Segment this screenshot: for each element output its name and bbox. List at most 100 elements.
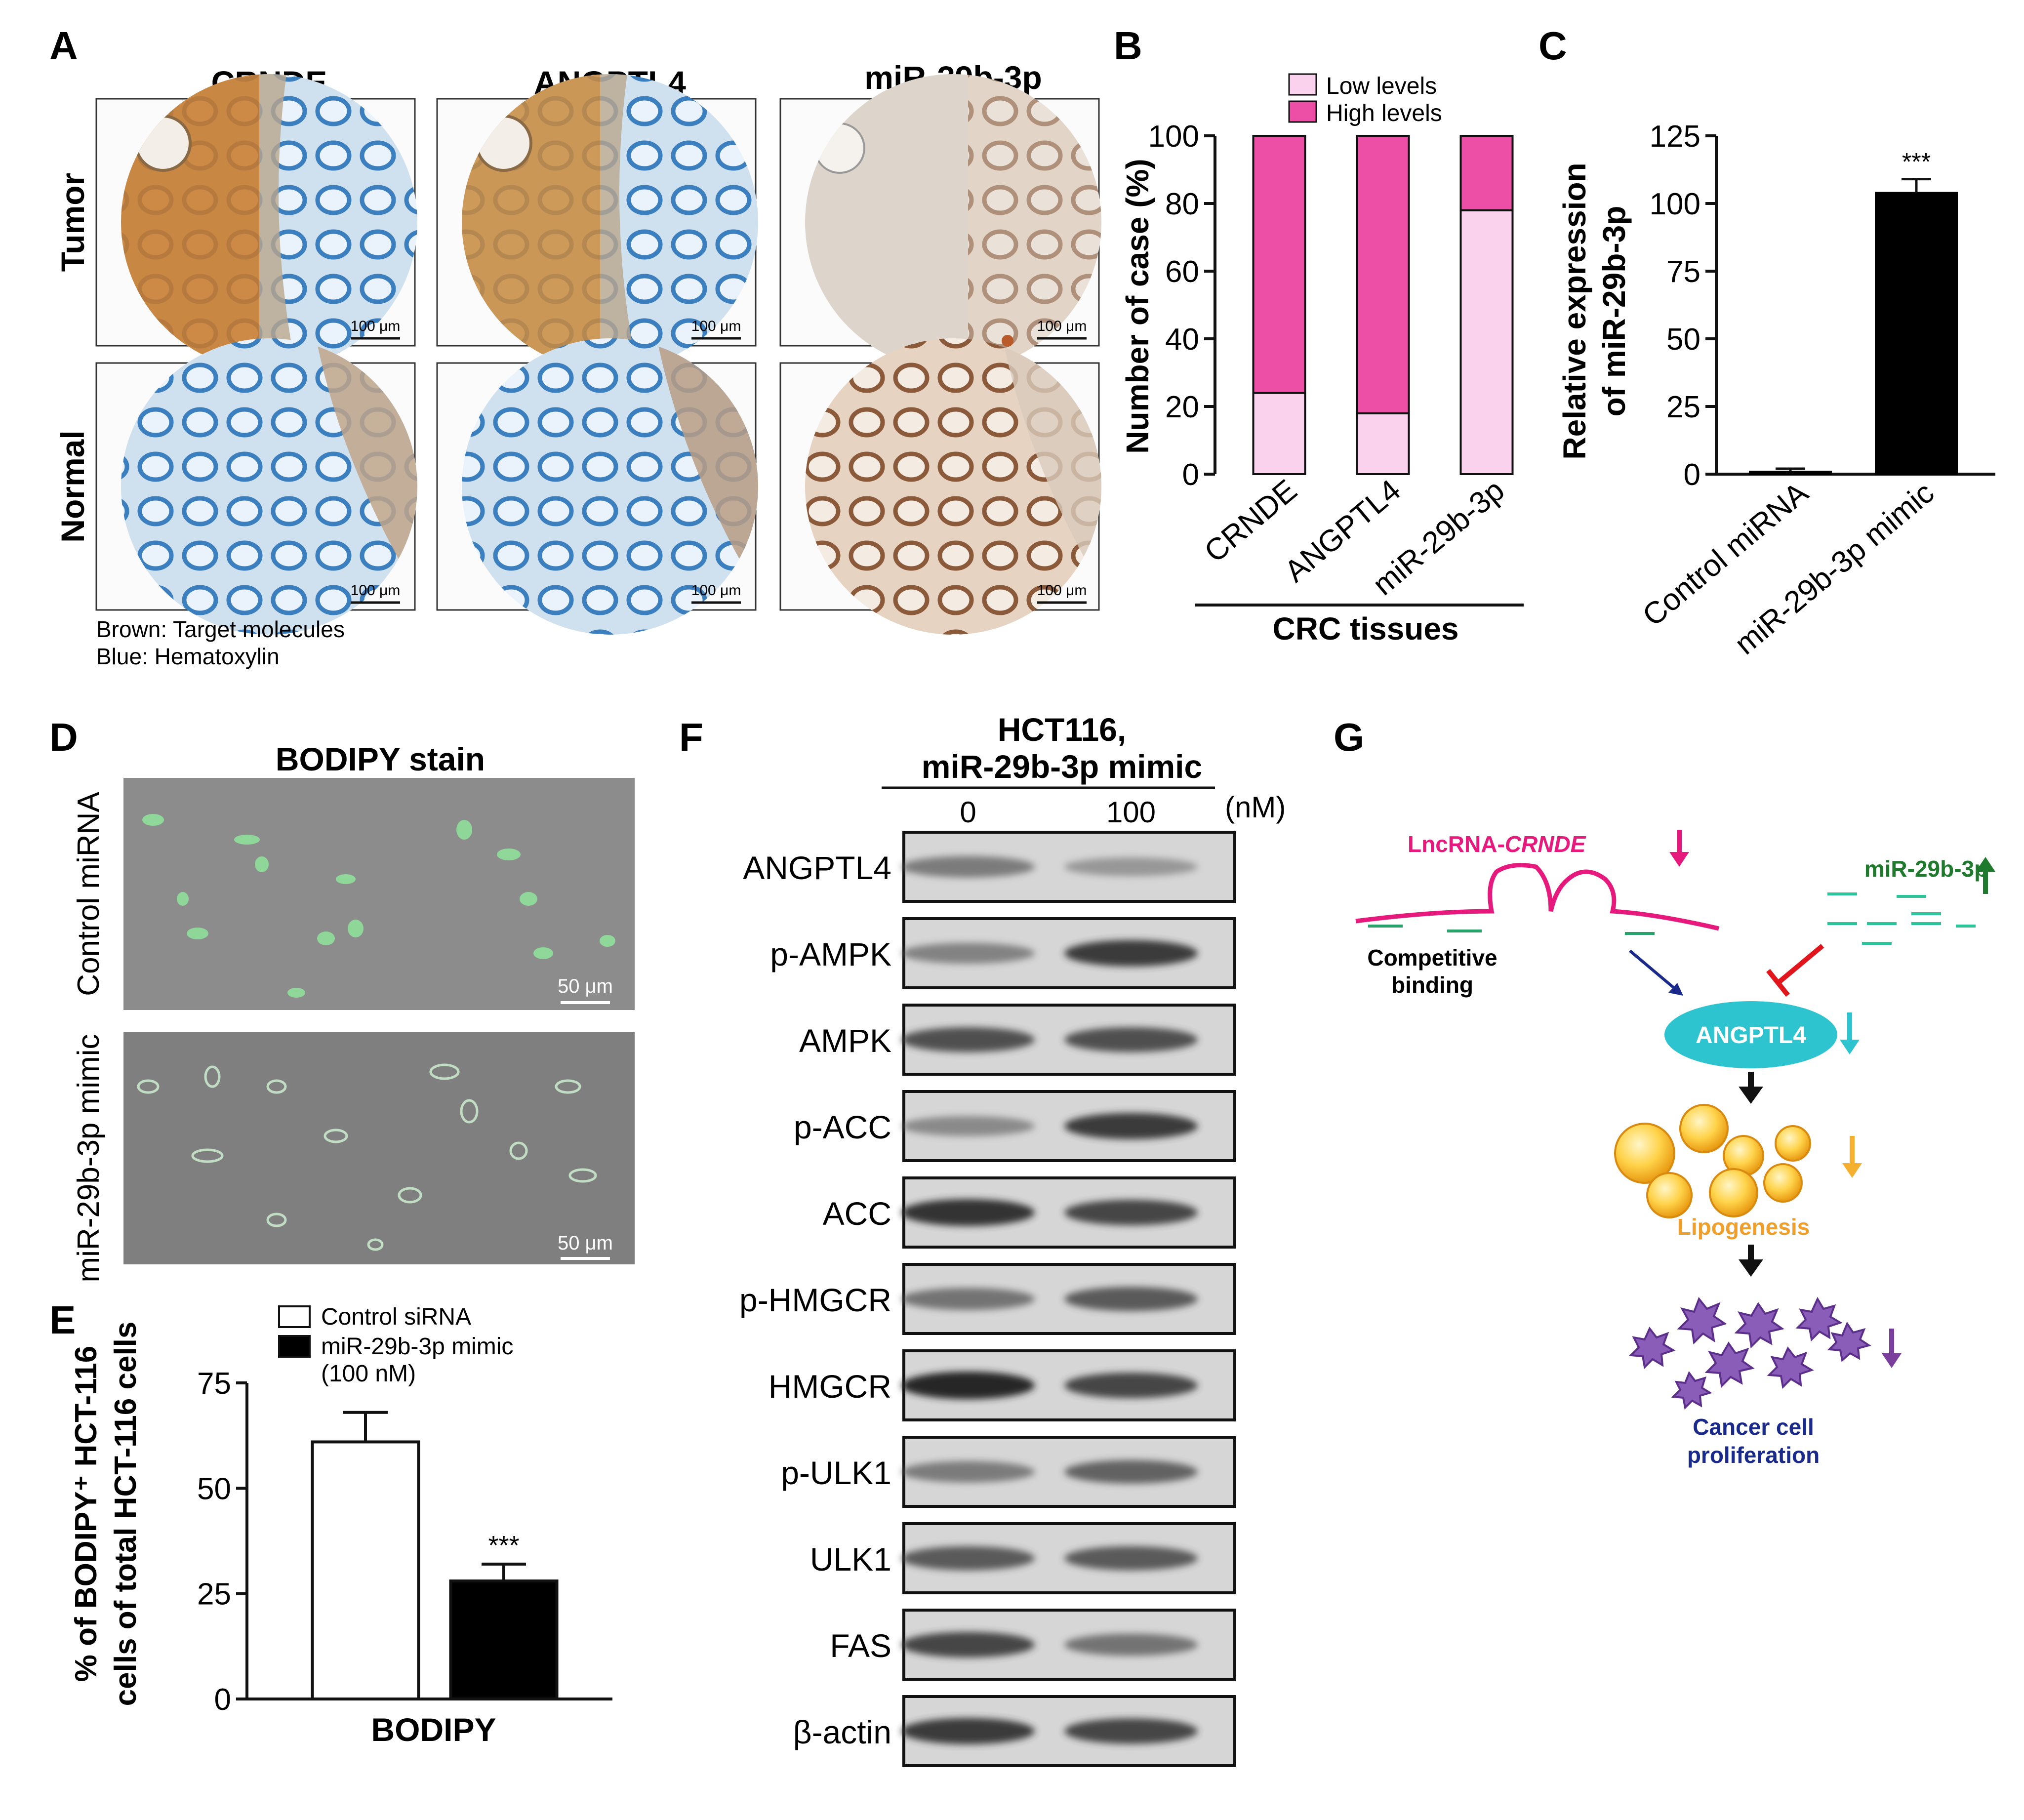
y-axis-label-line1: % of BODIPY⁺ HCT-116: [69, 1346, 103, 1682]
blot-band: [1064, 1460, 1198, 1484]
panel-e: E Control siRNA miR-29b-3p mimic (100 nM…: [49, 1298, 612, 1748]
y-tick-label: 20: [1165, 390, 1199, 424]
y-axis-label-line1: Relative expression: [1557, 162, 1592, 459]
bar: [1875, 192, 1958, 475]
flow-arrow-icon: [1739, 1245, 1763, 1277]
y-tick-label: 25: [197, 1577, 231, 1612]
y-tick-label: 100: [1650, 187, 1700, 221]
y-tick-label: 50: [197, 1472, 231, 1506]
legend-label-dose: (100 nM): [321, 1361, 416, 1387]
micrograph-control: 50 μm: [123, 778, 635, 1010]
y-axis-label: Number of case (%): [1120, 159, 1155, 453]
protein-label: ANGPTL4: [743, 849, 891, 886]
down-arrow-icon: [1842, 1136, 1862, 1178]
panel-b-letter: B: [1114, 24, 1142, 68]
down-arrow-icon: [1669, 830, 1689, 867]
bar-high: [1459, 135, 1514, 211]
panel-b: B Low levels High levels Number of case …: [1114, 24, 1524, 647]
dose-label-100: 100: [1106, 796, 1156, 829]
blot-band: [901, 1027, 1035, 1052]
bar: [449, 1579, 559, 1700]
blot-band: [1064, 1546, 1198, 1571]
ihc-normal-crnde: 100 μm: [95, 338, 417, 635]
scale-bar-label: 100 μm: [351, 582, 401, 599]
stain-legend-blue: Blue: Hematoxylin: [96, 644, 280, 669]
blot-band: [1064, 1287, 1198, 1311]
row-label-tumor: Tumor: [54, 173, 91, 272]
blot-band: [1064, 940, 1198, 967]
blot-band: [1064, 1113, 1198, 1139]
blot-band: [901, 943, 1035, 964]
blot-band: [1064, 857, 1198, 876]
bar-high: [1252, 135, 1306, 394]
panel-e-letter: E: [49, 1298, 76, 1342]
proliferation-label-line1: Cancer cell: [1693, 1414, 1814, 1440]
panel-a: A CRNDE ANGPTL4 miR-29b-3p Tumor Normal …: [49, 24, 1101, 669]
ihc-tumor-mir29b: 100 μm: [779, 74, 1101, 370]
down-arrow-icon: [1882, 1329, 1902, 1368]
legend-label-mimic: miR-29b-3p mimic: [321, 1334, 513, 1360]
dose-label-0: 0: [960, 796, 976, 829]
row-label-mimic: miR-29b-3p mimic: [72, 1034, 106, 1283]
blot-band: [901, 1288, 1035, 1310]
lipogenesis-label: Lipogenesis: [1677, 1214, 1810, 1240]
protein-label: ACC: [823, 1195, 891, 1232]
lncrna-hairpin-icon: [1355, 863, 1720, 931]
y-tick-label: 50: [1666, 323, 1700, 357]
panel-c: C Relative expression of miR-29b-3p 0 25 5…: [1538, 24, 1995, 661]
y-tick-label: 0: [1182, 458, 1199, 492]
proliferation-label-line2: proliferation: [1687, 1442, 1820, 1468]
ihc-normal-angptl4: 100 μm: [436, 338, 758, 635]
blot-band: [1064, 1718, 1198, 1744]
protein-label: ULK1: [810, 1541, 891, 1577]
protein-label: AMPK: [799, 1022, 891, 1059]
blot-band: [1064, 1373, 1198, 1398]
x-axis-label: BODIPY: [371, 1711, 496, 1748]
panel-c-letter: C: [1538, 24, 1567, 68]
y-axis-label-line2: of miR-29b-3p: [1596, 206, 1632, 417]
blot-band: [901, 1199, 1035, 1226]
y-tick-label: 0: [1684, 458, 1700, 492]
blot-band: [901, 856, 1035, 878]
ihc-tumor-crnde: 100 μm: [95, 74, 417, 370]
blot-band: [901, 1632, 1035, 1658]
y-tick-label: 60: [1165, 255, 1199, 289]
scale-bar-label: 100 μm: [691, 582, 741, 599]
y-tick-label: 0: [214, 1683, 231, 1717]
western-blot: ANGPTL4 p-AMPK AMPK p-ACC ACC p-HMGCR HMGCR p-U…: [739, 831, 1236, 1767]
panel-d: D BODIPY stain Control miRNA miR-29b-3p …: [49, 715, 635, 1282]
y-tick-label: 125: [1650, 120, 1700, 154]
blot-title-line1: HCT116,: [998, 711, 1126, 748]
blot-band: [901, 1718, 1035, 1744]
y-tick-label: 75: [197, 1367, 231, 1401]
y-tick-label: 25: [1666, 390, 1700, 424]
ihc-normal-mir29b: 100 μm: [779, 338, 1101, 635]
scale-bar-label: 100 μm: [1037, 582, 1087, 599]
panel-a-letter: A: [49, 24, 78, 68]
lipid-droplets-icon: [1614, 1104, 1811, 1218]
flow-arrow-icon: [1739, 1072, 1763, 1104]
bar-low: [1459, 209, 1514, 475]
bar: [311, 1440, 420, 1700]
y-tick-label: 75: [1666, 255, 1700, 289]
down-arrow-icon: [1840, 1012, 1860, 1054]
blot-band: [901, 1116, 1035, 1136]
panel-g-letter: G: [1334, 715, 1364, 759]
y-tick-label: 40: [1165, 323, 1199, 357]
legend-swatch-low: [1288, 73, 1317, 96]
legend-swatch-mimic: [278, 1335, 311, 1358]
protein-label: HMGCR: [769, 1368, 891, 1405]
dose-unit: (nM): [1225, 791, 1286, 824]
protein-label: β-actin: [793, 1714, 891, 1750]
bar-low: [1356, 412, 1410, 476]
protein-label: p-AMPK: [770, 936, 891, 972]
blot-band: [901, 1372, 1035, 1399]
significance-label: ***: [488, 1531, 519, 1560]
bodipy-title: BODIPY stain: [276, 741, 485, 777]
legend-label-control: Control siRNA: [321, 1304, 471, 1330]
scale-bar-label: 100 μm: [1037, 318, 1087, 334]
ihc-tumor-angptl4: 100 μm: [436, 74, 758, 370]
